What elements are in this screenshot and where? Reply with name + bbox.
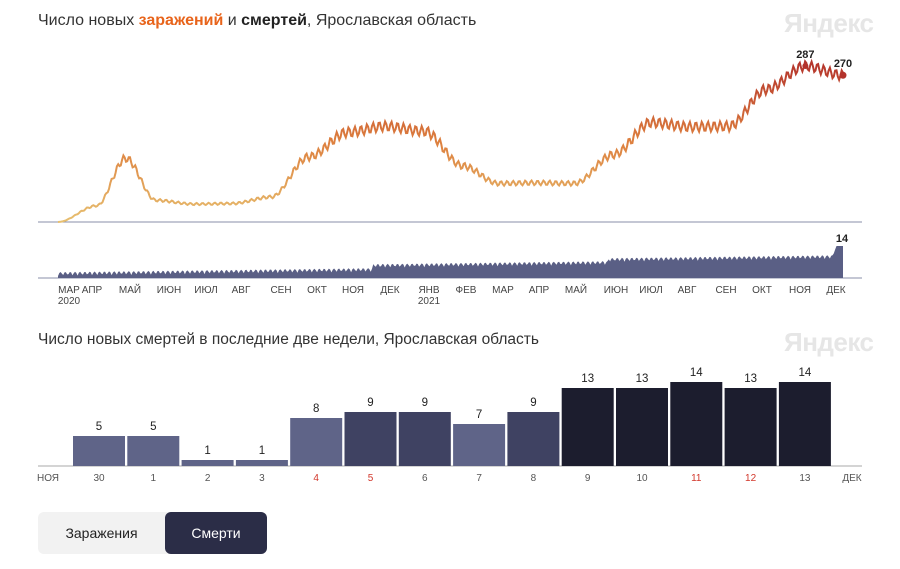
month-tick-label: ЯНВ (418, 285, 439, 296)
bar-category-label: 30 (93, 473, 105, 484)
bar (616, 388, 668, 466)
bar-value-label: 1 (204, 445, 210, 457)
month-tick-label: НОЯ (342, 285, 364, 296)
year-tick-label: 2020 (58, 296, 81, 307)
bar (561, 388, 614, 466)
month-tick-label: ИЮЛ (639, 285, 662, 296)
bar-value-label: 14 (690, 367, 703, 379)
bar-category-label: 1 (151, 473, 157, 484)
bar-value-label: 5 (96, 421, 102, 433)
tab-deaths[interactable]: Смерти (165, 512, 267, 554)
bar-category-label: 13 (799, 473, 811, 484)
bar-end-month: ДЕК (842, 473, 861, 484)
bar (724, 388, 777, 466)
bar-start-month: НОЯ (37, 473, 59, 484)
bar-category-label: 10 (636, 473, 648, 484)
infections-series-line (57, 58, 844, 223)
tab-infections[interactable]: Заражения (65, 525, 138, 541)
bar (127, 436, 180, 466)
month-tick-label: АПР (82, 285, 103, 296)
month-tick-label: МАР (58, 285, 80, 296)
bar-category-label: 9 (585, 473, 591, 484)
top-chart-title: Число новых заражений и смертей, Ярослав… (38, 12, 476, 30)
yandex-logo-bottom: Яндекс (784, 327, 874, 357)
month-tick-label: ОКТ (307, 285, 327, 296)
bar-value-label: 14 (799, 367, 812, 379)
bar-category-label: 12 (745, 473, 757, 484)
bar-value-label: 1 (259, 445, 265, 457)
bar (670, 382, 723, 466)
month-tick-label: ДЕК (826, 285, 845, 296)
title-and: и (223, 12, 242, 29)
bar-value-label: 9 (422, 397, 428, 409)
yandex-logo-top: Яндекс (784, 8, 874, 38)
bar-value-label: 9 (367, 397, 373, 409)
month-tick-label: МАЙ (119, 283, 141, 296)
deaths-bar-chart: НОЯ ДЕК 53051121384959677981391310141113… (37, 367, 862, 484)
month-tick-label: ОКТ (752, 285, 772, 296)
bar-category-label: 7 (476, 473, 482, 484)
deaths-last-label: 14 (836, 233, 849, 245)
bar-value-label: 9 (530, 397, 536, 409)
bar-category-label: 5 (368, 473, 374, 484)
bar-value-label: 5 (150, 421, 156, 433)
last-marker (839, 71, 847, 79)
bar (507, 412, 560, 466)
bar-category-label: 3 (259, 473, 265, 484)
month-tick-label: ДЕК (380, 285, 399, 296)
month-tick-label: ИЮН (157, 285, 182, 296)
bar (73, 436, 125, 466)
month-tick-label: ФЕВ (456, 285, 477, 296)
bar-category-label: 4 (313, 473, 319, 484)
bar (235, 460, 288, 466)
year-axis: 2020 2021 (58, 296, 441, 307)
bar (181, 460, 234, 466)
peak-marker (802, 63, 809, 69)
title-deaths: смертей (241, 12, 307, 29)
bar-category-label: 8 (531, 473, 537, 484)
peak-label: 287 (796, 49, 814, 61)
month-tick-label: ИЮН (604, 285, 629, 296)
bar-value-label: 7 (476, 409, 482, 421)
deaths-series-area (58, 246, 843, 278)
month-axis: МАР АПР МАЙ ИЮН ИЮЛ АВГ СЕН ОКТ НОЯ ДЕК ЯНВ ФЕВ МАР А… (58, 283, 846, 296)
infections-deaths-chart: 287 270 14 МАР АПР МАЙ ИЮН ИЮЛ АВГ СЕН ОКТ НОЯ ДЕ… (38, 49, 862, 307)
month-tick-label: НОЯ (789, 285, 811, 296)
bar (344, 412, 397, 466)
month-tick-label: МАР (492, 285, 514, 296)
bar (398, 412, 451, 466)
title-prefix: Число новых (38, 12, 139, 29)
bar (778, 382, 831, 466)
year-tick-label: 2021 (418, 296, 441, 307)
bottom-chart-title: Число новых смертей в последние две неде… (38, 331, 539, 348)
bar-value-label: 8 (313, 403, 319, 415)
bar-value-label: 13 (636, 373, 649, 385)
month-tick-label: МАЙ (565, 283, 587, 296)
month-tick-label: СЕН (270, 285, 291, 296)
title-infections: заражений (138, 12, 224, 29)
bar-category-label: 11 (691, 473, 702, 484)
month-tick-label: АВГ (678, 285, 697, 296)
title-suffix: , Ярославская область (306, 12, 477, 29)
bar-category-label: 2 (205, 473, 211, 484)
bar-category-label: 6 (422, 473, 428, 484)
bar-value-label: 13 (581, 373, 594, 385)
month-tick-label: СЕН (715, 285, 736, 296)
bar (290, 418, 343, 466)
last-label: 270 (834, 58, 852, 70)
month-tick-label: АПР (529, 285, 550, 296)
month-tick-label: АВГ (232, 285, 251, 296)
tab-switcher: Заражения Смерти (38, 512, 267, 554)
bar (453, 424, 506, 466)
month-tick-label: ИЮЛ (194, 285, 217, 296)
bar-value-label: 13 (744, 373, 757, 385)
